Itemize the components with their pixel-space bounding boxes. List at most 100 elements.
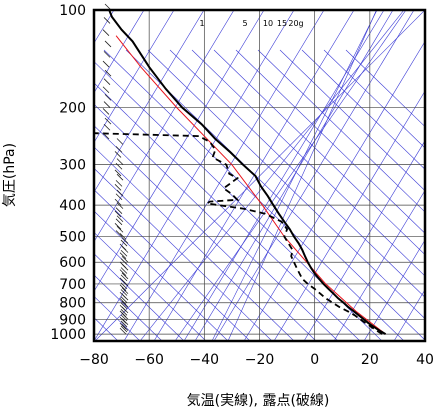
y-tick-label: 400: [59, 198, 86, 214]
wind-barb: [102, 108, 110, 115]
dry-adiabat-line: [257, 49, 425, 213]
wind-barb: [120, 302, 128, 310]
wind-barb: [119, 252, 127, 259]
wind-barb: [114, 169, 122, 177]
wind-barb: [115, 207, 123, 214]
wind-barb: [121, 237, 129, 244]
wind-barb: [120, 296, 128, 304]
isotherm-line: [94, 10, 265, 292]
wind-barb: [104, 69, 112, 77]
wind-barb: [114, 151, 122, 158]
x-tick-label: −80: [79, 352, 109, 368]
x-tick-label: 0: [310, 352, 319, 368]
wind-barb: [115, 146, 123, 153]
dry-adiabat-line: [235, 49, 425, 234]
mixing-ratio-label: 15: [277, 19, 287, 28]
dry-adiabat-line: [94, 210, 229, 341]
isotherm-line: [363, 239, 425, 341]
x-tick-labels: −80 −60 −40 −20 0 20 40: [79, 352, 434, 368]
temperature-line: [108, 10, 387, 335]
dry-adiabat-line: [213, 49, 425, 256]
wind-barb: [121, 255, 129, 263]
wind-barb: [102, 132, 110, 140]
reference-curve: [115, 35, 386, 335]
wind-barb: [115, 218, 123, 226]
y-axis-label: 気圧(hPa): [2, 143, 18, 207]
mixing-ratio-label: 20g: [288, 19, 303, 28]
wind-barb: [102, 29, 110, 36]
dry-adiabat-line: [125, 49, 425, 341]
isotherm-line: [273, 90, 425, 341]
wind-barb: [120, 267, 128, 274]
mixing-ratio-label: 1: [199, 19, 204, 28]
dry-adiabat-line: [94, 274, 163, 341]
wind-barb: [114, 223, 122, 230]
wind-barb: [120, 309, 128, 316]
wind-barb: [120, 314, 128, 322]
mixing-ratio-line: [194, 10, 394, 341]
isotherm-line: [213, 10, 415, 341]
wind-barb: [103, 101, 111, 108]
dry-adiabat-line: [279, 49, 425, 192]
wind-barb: [120, 289, 128, 296]
isotherm-line: [243, 40, 425, 341]
mixing-ratio-labels: 1 5 10 15 20g: [199, 19, 303, 28]
x-tick-label: 20: [361, 352, 379, 368]
wind-barb: [119, 322, 127, 330]
dry-adiabat-line: [94, 82, 361, 341]
isotherm-line: [183, 10, 385, 341]
wind-barb: [103, 17, 111, 24]
wind-barb: [114, 184, 122, 191]
wind-barb: [121, 287, 129, 294]
wind-barb: [121, 300, 129, 308]
isotherm-line: [94, 10, 295, 341]
dry-adiabat-line: [94, 125, 317, 341]
y-tick-label: 900: [59, 312, 86, 328]
wind-barb: [116, 225, 124, 233]
x-axis-label: 気温(実線), 露点(破線): [187, 393, 330, 409]
wind-barb: [120, 258, 128, 265]
wind-barb: [119, 310, 127, 318]
dry-adiabat-line: [345, 49, 425, 128]
wind-barb: [104, 40, 112, 48]
x-tick-label: 40: [416, 352, 434, 368]
mixing-ratio-line: [227, 10, 377, 341]
dry-adiabat-line: [103, 49, 405, 341]
dry-adiabat-line: [323, 49, 425, 149]
y-tick-label: 200: [59, 101, 86, 117]
wind-barb: [120, 320, 128, 328]
wind-barb: [115, 230, 123, 237]
wind-barb: [120, 239, 128, 247]
dewpoint-line: [94, 132, 383, 335]
wind-barb: [103, 123, 111, 131]
y-tick-label: 800: [59, 296, 86, 312]
wind-barb: [119, 261, 127, 269]
mixing-ratio-label: 10: [263, 19, 273, 28]
y-tick-label: 700: [59, 277, 86, 293]
dry-adiabat-line: [94, 253, 185, 341]
wind-barb: [119, 284, 127, 292]
y-tick-label: 1000: [50, 327, 86, 343]
mixing-ratio-line: [174, 10, 407, 341]
wind-barb: [114, 198, 122, 206]
mixing-ratio-line: [211, 10, 378, 341]
dry-adiabat-line: [94, 231, 207, 341]
wind-barb: [115, 162, 123, 170]
wind-barb: [120, 249, 128, 257]
wind-barb: [116, 138, 124, 145]
wind-barb: [119, 316, 127, 324]
wind-barb: [115, 193, 123, 201]
wind-barb: [103, 78, 111, 85]
isotherm-line: [393, 289, 425, 341]
x-tick-label: −20: [245, 352, 275, 368]
wind-barb: [120, 282, 128, 290]
dry-adiabat-line: [94, 189, 251, 341]
isotherm-line: [303, 140, 425, 341]
wind-barb: [116, 215, 124, 223]
wind-barb: [119, 277, 127, 285]
wind-barb: [119, 243, 127, 251]
dry-adiabat-line: [94, 167, 273, 341]
dry-adiabat-line: [169, 49, 425, 298]
